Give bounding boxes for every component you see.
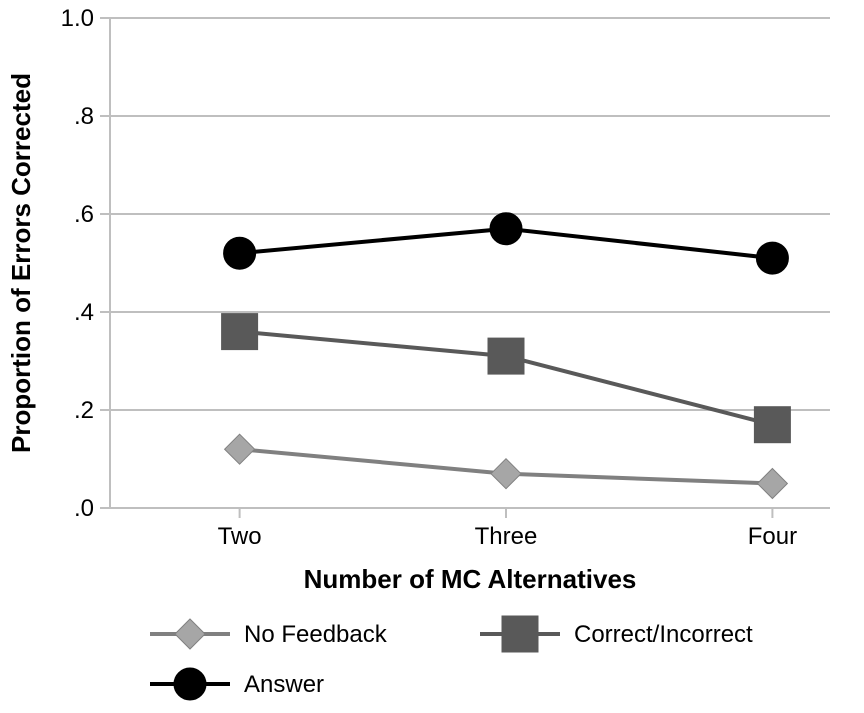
y-tick-label: 1.0 [61, 5, 94, 32]
legend-label: Answer [244, 671, 324, 698]
marker-square [754, 407, 790, 443]
y-axis-label: Proportion of Errors Corrected [6, 73, 36, 453]
marker-circle [490, 213, 522, 245]
marker-square [488, 338, 524, 374]
y-tick-label: .2 [74, 397, 94, 424]
chart-container: .0 .2 .4 .6 .8 1.0 Two Three Four Proportion of E… [0, 0, 864, 713]
marker-circle [756, 242, 788, 274]
line-chart: .0 .2 .4 .6 .8 1.0 Two Three Four Proportion of E… [0, 0, 864, 713]
legend-label: No Feedback [244, 621, 388, 648]
y-tick-label: .4 [74, 299, 94, 326]
legend-item: Correct/Incorrect [480, 616, 753, 652]
marker-circle [174, 668, 206, 700]
legend-label: Correct/Incorrect [574, 621, 753, 648]
x-tick-label: Two [218, 523, 262, 550]
marker-square [502, 616, 538, 652]
marker-square [222, 314, 258, 350]
legend-item: No Feedback [150, 619, 388, 649]
y-tick-label: .6 [74, 201, 94, 228]
x-tick-label: Four [748, 523, 797, 550]
chart-bg [0, 0, 864, 713]
marker-circle [224, 237, 256, 269]
x-tick-label: Three [475, 523, 538, 550]
y-tick-label: .0 [74, 495, 94, 522]
x-axis-label: Number of MC Alternatives [304, 564, 637, 594]
y-tick-label: .8 [74, 103, 94, 130]
